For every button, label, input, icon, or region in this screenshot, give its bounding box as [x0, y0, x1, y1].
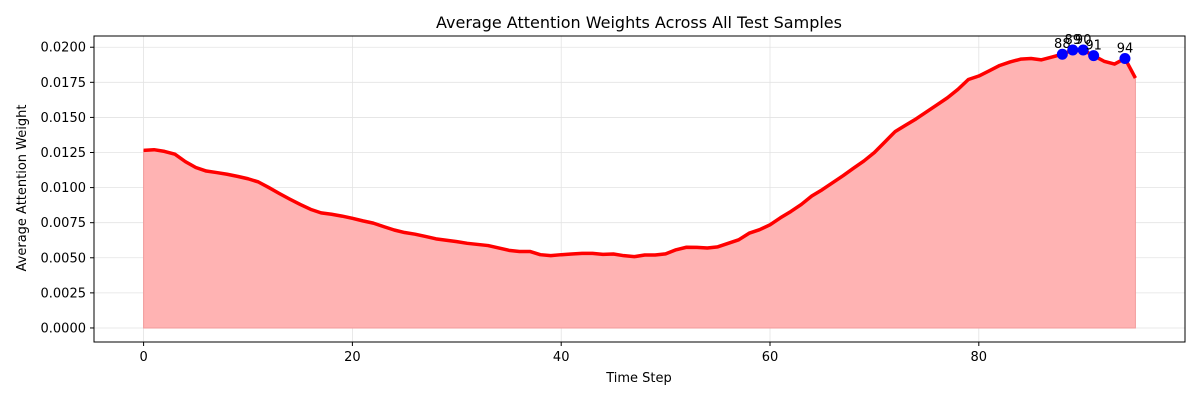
attention-line	[143, 48, 1137, 259]
highlight-point	[1056, 48, 1068, 60]
highlight-point	[1077, 44, 1089, 56]
x-tick-label: 60	[762, 350, 779, 365]
highlight-point-label: 90	[1075, 33, 1092, 48]
y-tick-label: 0.0000	[41, 321, 87, 336]
highlight-point	[1067, 44, 1079, 56]
highlight-point	[1119, 52, 1131, 64]
highlight-point	[1088, 50, 1100, 62]
x-axis-label: Time Step	[605, 371, 672, 386]
highlight-point-label: 91	[1085, 39, 1102, 54]
highlight-point-label: 89	[1064, 33, 1081, 48]
y-tick-label: 0.0075	[41, 216, 87, 231]
y-tick-label: 0.0150	[41, 111, 87, 126]
axes: 0 20 40 60 80 0.0000 0.0025 0.0050 0.0075 0.0100 0…	[41, 35, 1186, 365]
x-tick-label: 20	[344, 350, 361, 365]
y-tick-label: 0.0175	[41, 76, 87, 91]
highlight-point-label: 88	[1054, 37, 1071, 52]
attention-area-fill	[143, 49, 1136, 329]
x-tick-label: 80	[971, 350, 988, 365]
y-tick-label: 0.0125	[41, 146, 87, 161]
y-tick-label: 0.0025	[41, 286, 87, 301]
chart-title: Average Attention Weights Across All Tes…	[436, 13, 842, 32]
y-tick-label: 0.0100	[41, 181, 87, 196]
x-tick-label: 0	[139, 350, 147, 365]
y-tick-label: 0.0200	[41, 41, 87, 56]
highlight-point-label: 94	[1117, 41, 1134, 56]
plot-area	[143, 48, 1137, 329]
y-axis-label: Average Attention Weight	[15, 105, 30, 272]
plot-frame	[93, 35, 1186, 343]
x-tick-label: 40	[553, 350, 570, 365]
y-tick-label: 0.0050	[41, 251, 87, 266]
